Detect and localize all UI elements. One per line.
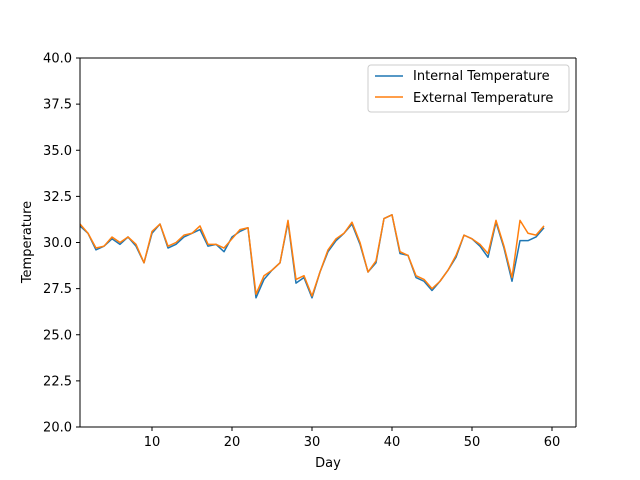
y-tick-label: 25.0 — [43, 328, 72, 343]
y-tick-label: 37.5 — [43, 98, 72, 113]
x-tick-label: 60 — [544, 435, 561, 450]
legend-label-external: External Temperature — [413, 91, 553, 106]
y-tick-label: 20.0 — [43, 421, 72, 436]
x-axis-label: Day — [315, 456, 341, 471]
y-tick-label: 35.0 — [43, 144, 72, 159]
y-tick-label: 30.0 — [43, 236, 72, 251]
x-tick-label: 10 — [144, 435, 161, 450]
series-line-external-temperature — [79, 214, 545, 297]
x-tick-label: 50 — [464, 435, 481, 450]
y-tick-label: 32.5 — [43, 190, 72, 205]
x-tick-label: 20 — [224, 435, 241, 450]
x-tick-label: 30 — [304, 435, 321, 450]
legend: Internal Temperature External Temperatur… — [367, 64, 570, 113]
plot-area — [80, 58, 576, 427]
x-tick-label: 40 — [384, 435, 401, 450]
y-tick-label: 27.5 — [43, 282, 72, 297]
y-axis-label: Temperature — [20, 201, 35, 284]
y-tick-label: 22.5 — [43, 374, 72, 389]
legend-label-internal: Internal Temperature — [413, 69, 550, 84]
y-tick-label: 40.0 — [43, 52, 72, 67]
legend-box — [367, 64, 570, 113]
